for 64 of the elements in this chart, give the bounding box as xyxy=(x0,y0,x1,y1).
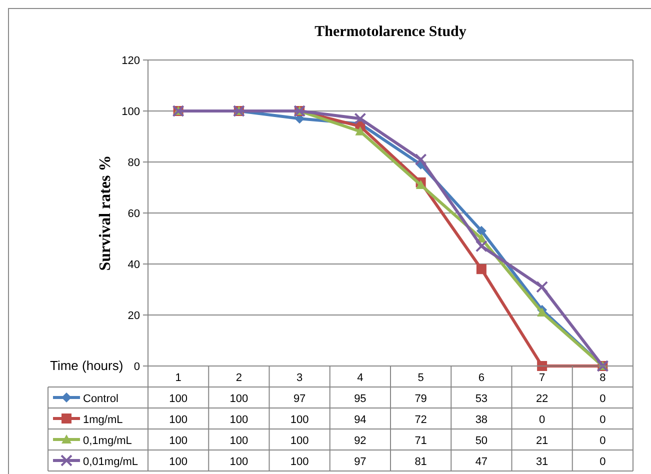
point xyxy=(355,126,366,136)
chart-title: Thermotolarence Study xyxy=(314,24,467,40)
point xyxy=(475,240,488,252)
data-label: 92 xyxy=(354,435,366,447)
data-label: 47 xyxy=(475,456,488,468)
legend-label: 0,1mg/mL xyxy=(83,435,132,447)
y-axis-title: Survival rates % xyxy=(97,155,114,271)
data-label: 71 xyxy=(414,435,427,447)
data-label: 97 xyxy=(293,393,306,405)
point xyxy=(537,307,548,316)
data-label: 100 xyxy=(290,414,309,426)
data-label: 31 xyxy=(536,456,548,468)
data-label: 100 xyxy=(290,456,309,468)
data-label: 0 xyxy=(600,414,606,426)
x-tick-label: 7 xyxy=(539,372,546,384)
x-axis-title: Time (hours) xyxy=(50,358,124,373)
legend-label: 0,01mg/mL xyxy=(83,456,138,468)
data-label: 100 xyxy=(230,414,248,426)
data-label: 100 xyxy=(169,435,188,447)
x-tick-label: 5 xyxy=(418,372,424,384)
data-label: 100 xyxy=(230,393,248,405)
data-label: 53 xyxy=(475,393,488,405)
data-label: 0 xyxy=(600,393,606,405)
point xyxy=(537,361,548,371)
data-label: 79 xyxy=(414,393,427,405)
data-label: 97 xyxy=(354,456,366,468)
data-label: 22 xyxy=(536,393,548,405)
data-label: 100 xyxy=(169,393,188,405)
data-label: 100 xyxy=(230,456,248,468)
x-tick-label: 8 xyxy=(600,372,606,384)
data-label: 38 xyxy=(475,414,488,426)
x-tick-label: 1 xyxy=(175,372,182,384)
x-tick-label: 4 xyxy=(357,372,364,384)
point xyxy=(476,264,486,274)
data-label: 50 xyxy=(475,435,488,447)
data-label: 0 xyxy=(539,414,546,426)
data-label: 72 xyxy=(414,414,427,426)
x-tick-label: 6 xyxy=(478,372,484,384)
data-label: 81 xyxy=(414,456,427,468)
legend-label: 1mg/mL xyxy=(83,414,123,426)
point xyxy=(414,153,427,166)
data-label: 100 xyxy=(169,456,188,468)
data-label: 95 xyxy=(354,393,366,405)
data-label: 21 xyxy=(536,435,548,447)
y-tick-label: 60 xyxy=(128,208,140,220)
legend-label: Control xyxy=(83,393,118,405)
data-label: 0 xyxy=(600,435,606,447)
y-tick-label: 100 xyxy=(122,106,140,118)
data-label: 100 xyxy=(290,435,309,447)
y-tick-label: 120 xyxy=(122,55,140,67)
y-tick-label: 80 xyxy=(128,157,140,169)
data-label: 0 xyxy=(600,456,606,468)
point xyxy=(476,226,486,236)
x-tick-label: 2 xyxy=(236,372,242,384)
point xyxy=(354,112,366,125)
y-tick-label: 0 xyxy=(134,361,140,373)
point xyxy=(416,180,426,189)
point xyxy=(536,280,548,293)
data-label: 100 xyxy=(169,414,188,426)
x-tick-label: 3 xyxy=(296,372,303,384)
data-label: 94 xyxy=(354,414,366,426)
data-label: 100 xyxy=(230,435,248,447)
y-tick-label: 40 xyxy=(128,259,140,271)
y-tick-label: 20 xyxy=(128,310,140,322)
